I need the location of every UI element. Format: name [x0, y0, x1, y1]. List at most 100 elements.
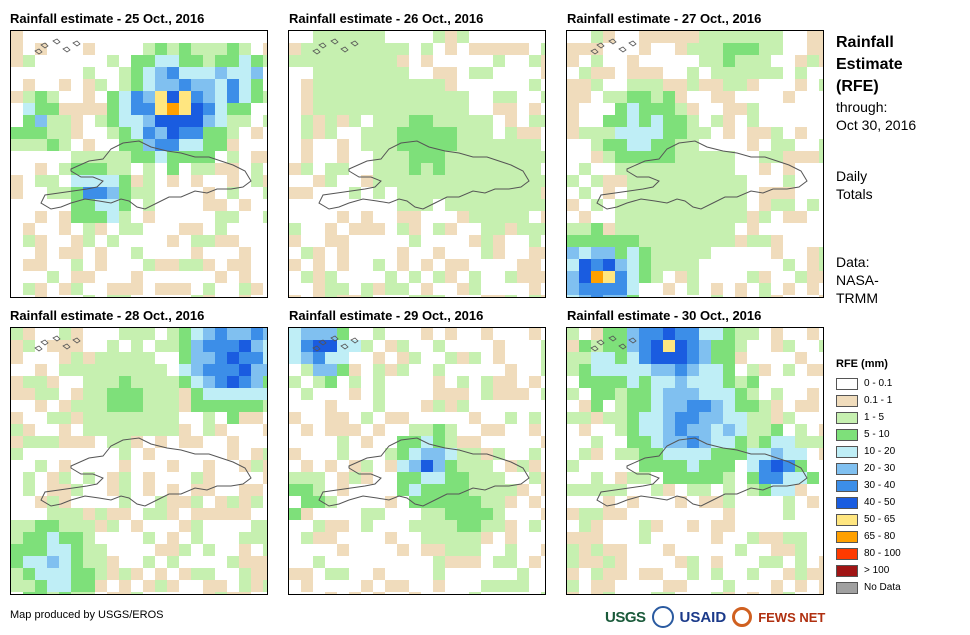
rainfall-cell — [603, 151, 615, 163]
rainfall-cell — [191, 127, 203, 139]
rainfall-cell — [663, 484, 675, 496]
rainfall-cell — [651, 127, 663, 139]
rainfall-map-oct28 — [10, 327, 268, 595]
rainfall-cell — [723, 412, 735, 424]
rainfall-cell — [723, 508, 735, 520]
rainfall-cell — [325, 91, 337, 103]
rainfall-cell — [289, 484, 301, 496]
rainfall-cell — [687, 520, 699, 532]
rainfall-cell — [493, 520, 505, 532]
rainfall-cell — [313, 103, 325, 115]
rainfall-cell — [699, 472, 711, 484]
rainfall-cell — [155, 79, 167, 91]
rainfall-cell — [239, 103, 251, 115]
rainfall-cell — [735, 436, 747, 448]
rainfall-cell — [203, 352, 215, 364]
rainfall-cell — [433, 271, 445, 283]
rainfall-cell — [83, 472, 95, 484]
rainfall-cell — [191, 496, 203, 508]
rainfall-cell — [567, 295, 579, 297]
rainfall-cell — [493, 508, 505, 520]
rainfall-cell — [433, 247, 445, 259]
rainfall-cell — [795, 556, 807, 568]
rainfall-cell — [95, 400, 107, 412]
rainfall-cell — [119, 460, 131, 472]
rainfall-cell — [771, 436, 783, 448]
rainfall-cell — [651, 271, 663, 283]
rainfall-cell — [675, 472, 687, 484]
rainfall-cell — [457, 544, 469, 556]
rainfall-cell — [529, 175, 541, 187]
rainfall-cell — [313, 328, 325, 340]
rainfall-cell — [107, 592, 119, 594]
rainfall-cell — [167, 556, 179, 568]
island-outline — [608, 38, 617, 45]
rainfall-cell — [47, 436, 59, 448]
rainfall-cell — [505, 115, 517, 127]
rainfall-cell — [421, 472, 433, 484]
rainfall-cell — [361, 295, 373, 297]
legend-swatch — [836, 581, 858, 594]
rainfall-cell — [481, 520, 493, 532]
rainfall-cell — [215, 400, 227, 412]
rainfall-cell — [409, 151, 421, 163]
rainfall-cell — [493, 223, 505, 235]
rainfall-cell — [723, 436, 735, 448]
rainfall-cell — [203, 115, 215, 127]
rainfall-cell — [711, 31, 723, 43]
rainfall-cell — [627, 448, 639, 460]
rainfall-cell — [627, 151, 639, 163]
rainfall-cell — [337, 79, 349, 91]
rainfall-cell — [47, 91, 59, 103]
rainfall-cell — [651, 388, 663, 400]
rainfall-cell — [409, 295, 421, 297]
rainfall-cell — [529, 247, 541, 259]
rainfall-cell — [579, 247, 591, 259]
rainfall-cell — [179, 364, 191, 376]
rainfall-cell — [215, 235, 227, 247]
rainfall-cell — [397, 223, 409, 235]
rainfall-cell — [239, 592, 251, 594]
rainfall-cell — [687, 79, 699, 91]
rainfall-cell — [759, 31, 771, 43]
rainfall-cell — [71, 568, 83, 580]
rainfall-cell — [107, 376, 119, 388]
rainfall-cell — [711, 448, 723, 460]
rainfall-cell — [227, 259, 239, 271]
rainfall-cell — [579, 295, 591, 297]
rainfall-cell — [493, 484, 505, 496]
rainfall-cell — [687, 211, 699, 223]
rainfall-cell — [603, 544, 615, 556]
rainfall-cell — [567, 259, 579, 271]
rainfall-cell — [445, 31, 457, 43]
rainfall-cell — [529, 115, 541, 127]
rainfall-cell — [747, 139, 759, 151]
rainfall-cell — [23, 436, 35, 448]
rainfall-cell — [119, 163, 131, 175]
rainfall-cell — [433, 508, 445, 520]
rainfall-cell — [579, 352, 591, 364]
rainfall-cell — [409, 592, 421, 594]
rainfall-cell — [263, 376, 267, 388]
rainfall-cell — [567, 79, 579, 91]
legend-swatch — [836, 411, 858, 424]
rainfall-cell — [143, 115, 155, 127]
rainfall-cell — [47, 508, 59, 520]
rainfall-cell — [723, 163, 735, 175]
rainfall-cell — [313, 376, 325, 388]
rainfall-cell — [227, 43, 239, 55]
rainfall-cell — [167, 79, 179, 91]
rainfall-cell — [591, 436, 603, 448]
rainfall-cell — [615, 295, 627, 297]
rainfall-cell — [699, 364, 711, 376]
rainfall-cell — [143, 139, 155, 151]
rainfall-cell — [711, 295, 723, 297]
rainfall-cell — [675, 91, 687, 103]
rainfall-cell — [143, 187, 155, 199]
rainfall-cell — [35, 175, 47, 187]
rainfall-cell — [203, 580, 215, 592]
rainfall-cell — [409, 352, 421, 364]
rainfall-cell — [227, 79, 239, 91]
rainfall-cell — [493, 424, 505, 436]
rainfall-cell — [325, 424, 337, 436]
